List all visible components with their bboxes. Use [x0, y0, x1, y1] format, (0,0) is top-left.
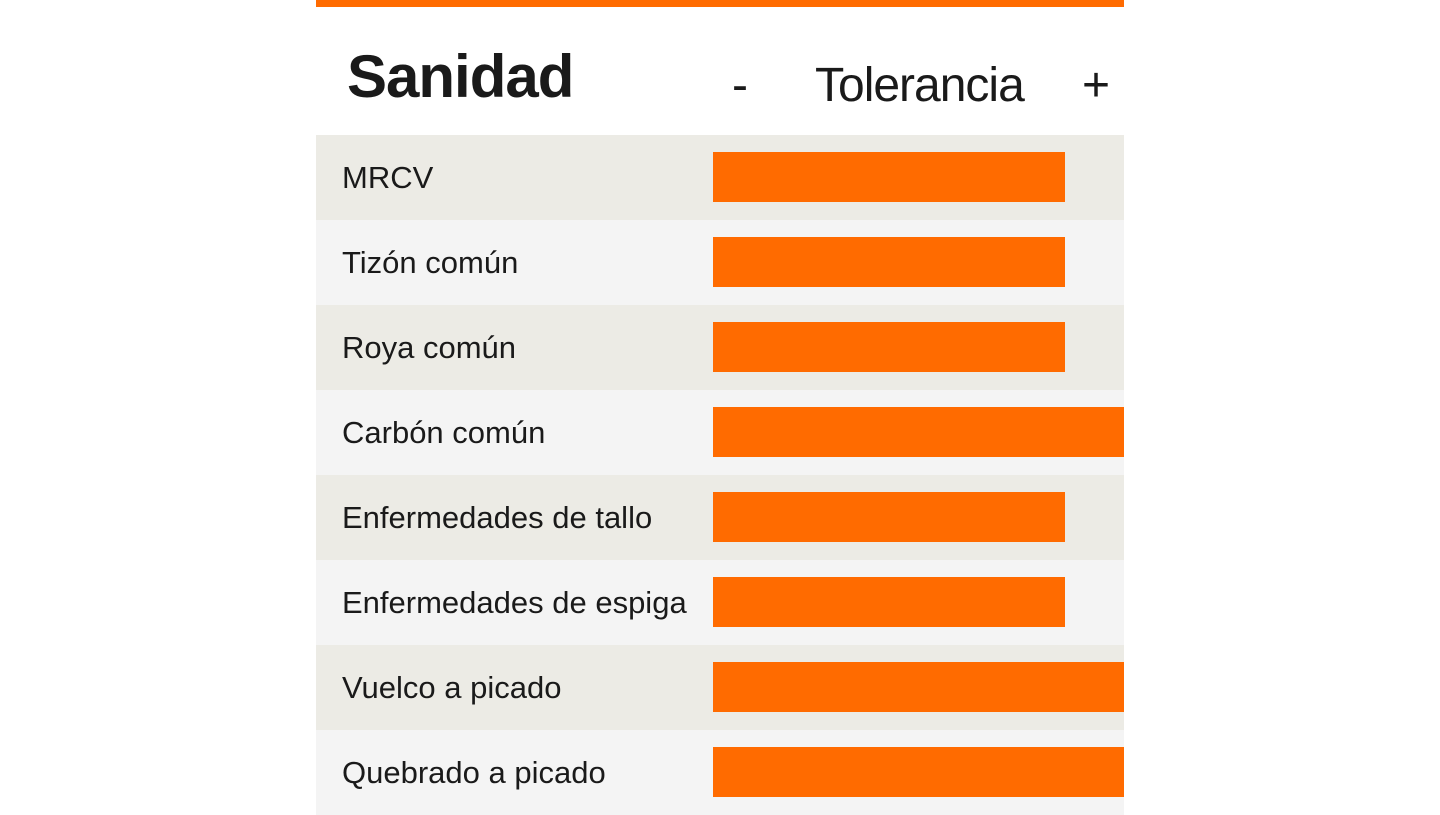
table-row: Vuelco a picado [316, 645, 1124, 730]
category-label: Roya común [342, 330, 517, 365]
tolerance-bar [713, 747, 1124, 797]
category-label: Quebrado a picado [342, 755, 606, 790]
category-label: Vuelco a picado [342, 670, 562, 705]
category-label: Enfermedades de tallo [342, 500, 653, 535]
table-row: Carbón común [316, 390, 1124, 475]
table-row: Tizón común [316, 220, 1124, 305]
scale-max-label: + [1082, 59, 1111, 112]
table-row: MRCV [316, 135, 1124, 220]
sanidad-panel: Sanidad - Tolerancia + MRCV Tizón común Ro… [316, 0, 1124, 815]
table-row: Enfermedades de tallo [316, 475, 1124, 560]
scale-min-label: - [732, 59, 748, 112]
tolerance-bar [713, 577, 1065, 627]
bar-rows: MRCV Tizón común Roya común Carbón común Enf… [316, 135, 1124, 815]
table-row: Quebrado a picado [316, 730, 1124, 815]
tolerance-bar [713, 662, 1124, 712]
table-row: Roya común [316, 305, 1124, 390]
tolerance-bar [713, 322, 1065, 372]
category-label: MRCV [342, 160, 434, 195]
table-row: Enfermedades de espiga [316, 560, 1124, 645]
category-label: Tizón común [342, 245, 519, 280]
chart-title: Sanidad [347, 43, 574, 110]
tolerance-bar [713, 492, 1065, 542]
category-label: Enfermedades de espiga [342, 585, 687, 620]
tolerance-bar [713, 237, 1065, 287]
tolerance-bar [713, 152, 1065, 202]
tolerance-bar [713, 407, 1124, 457]
category-label: Carbón común [342, 415, 546, 450]
top-accent-rule [316, 0, 1124, 7]
scale-axis-label: Tolerancia [815, 59, 1025, 112]
